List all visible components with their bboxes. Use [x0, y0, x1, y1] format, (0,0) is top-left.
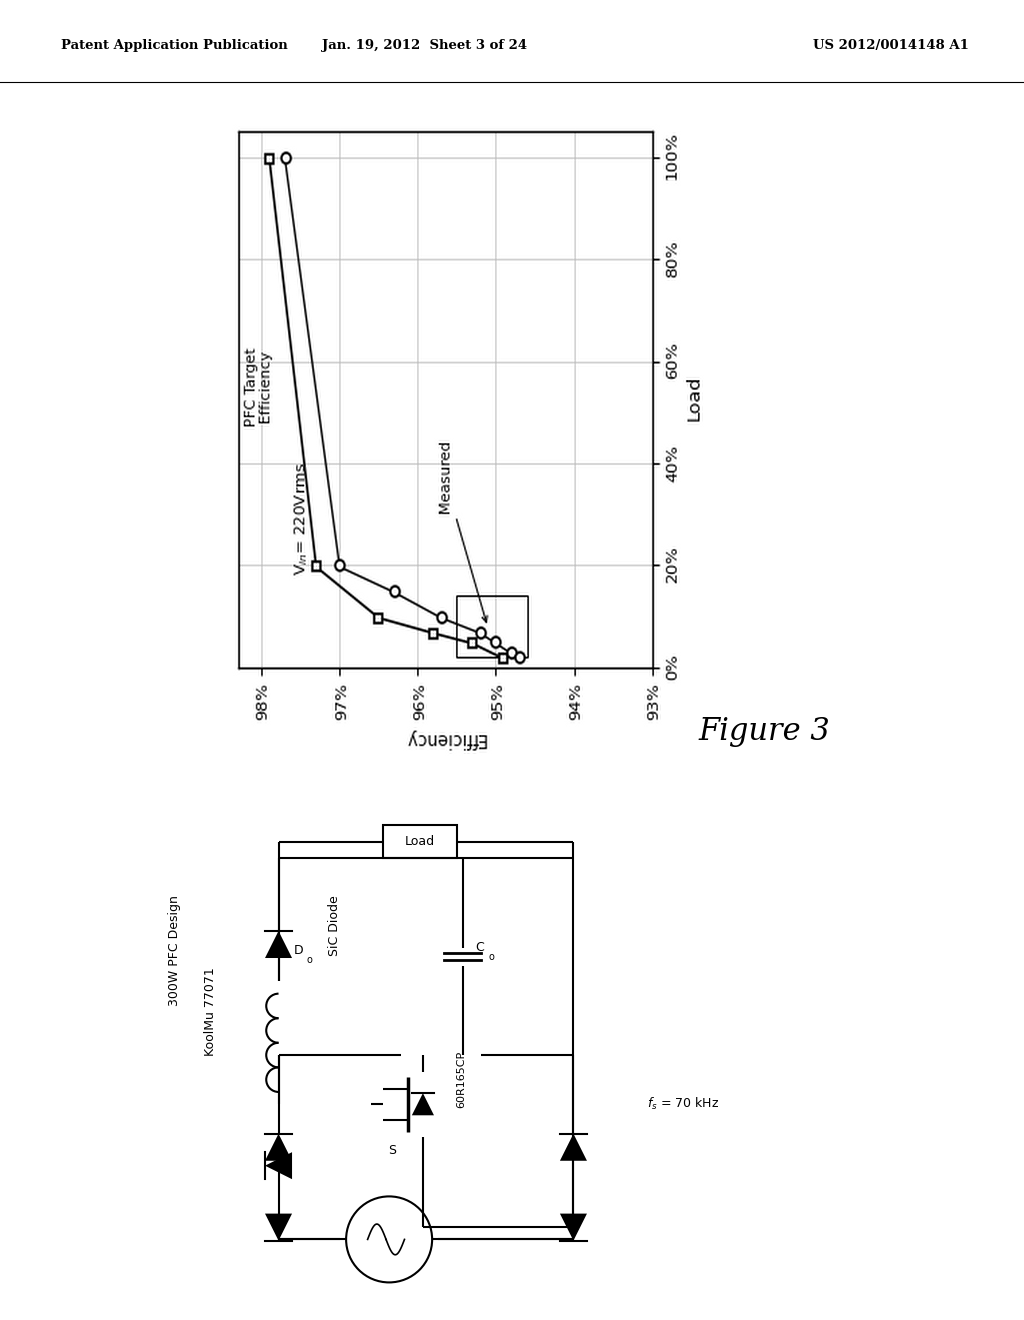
- Polygon shape: [560, 1134, 587, 1160]
- Text: 300W PFC Design: 300W PFC Design: [168, 895, 180, 1006]
- Text: Figure 3: Figure 3: [698, 715, 829, 747]
- Text: $f_s$ = 70 kHz: $f_s$ = 70 kHz: [647, 1096, 720, 1113]
- Text: Load: Load: [404, 836, 435, 847]
- Text: SiC Diode: SiC Diode: [328, 896, 341, 957]
- Text: o: o: [488, 952, 495, 962]
- Text: KoolMu 77071: KoolMu 77071: [205, 968, 217, 1056]
- Text: US 2012/0014148 A1: US 2012/0014148 A1: [813, 40, 969, 53]
- Text: Jan. 19, 2012  Sheet 3 of 24: Jan. 19, 2012 Sheet 3 of 24: [323, 40, 527, 53]
- Polygon shape: [265, 1134, 292, 1160]
- Polygon shape: [265, 931, 292, 958]
- Polygon shape: [265, 1152, 292, 1179]
- Polygon shape: [560, 1213, 587, 1241]
- Text: C: C: [475, 941, 484, 954]
- Text: o: o: [306, 954, 312, 965]
- Polygon shape: [412, 1093, 434, 1115]
- Polygon shape: [265, 1213, 292, 1241]
- Text: D: D: [294, 944, 303, 957]
- Text: 60R165CP: 60R165CP: [457, 1051, 467, 1109]
- Text: Patent Application Publication: Patent Application Publication: [61, 40, 288, 53]
- Text: S: S: [388, 1144, 396, 1156]
- Bar: [383, 825, 457, 858]
